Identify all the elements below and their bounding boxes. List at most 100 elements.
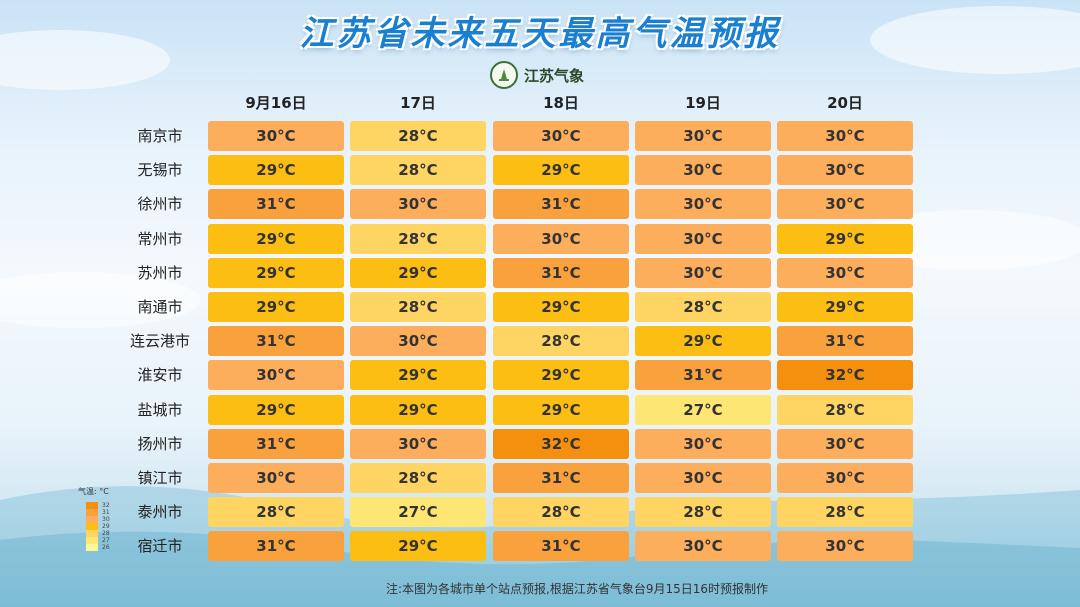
temperature-cell: 29°C <box>493 395 629 425</box>
temperature-cell: 30°C <box>350 189 486 219</box>
temperature-cell: 30°C <box>208 360 344 390</box>
row-header-city: 盐城市 <box>137 401 183 419</box>
legend-label: 27 <box>102 537 110 544</box>
temperature-cell: 29°C <box>493 360 629 390</box>
temperature-cell: 30°C <box>350 326 486 356</box>
row-header-city: 南京市 <box>137 127 183 145</box>
legend-label: 29 <box>102 523 110 530</box>
row-header-city: 苏州市 <box>137 264 183 282</box>
temperature-cell: 30°C <box>635 429 771 459</box>
temperature-cell: 30°C <box>777 121 913 151</box>
logo: 江苏气象 <box>490 60 584 90</box>
page-title: 江苏省未来五天最高气温预报 <box>299 14 781 54</box>
legend-title: 气温: °C <box>78 487 109 496</box>
temperature-cell: 28°C <box>635 497 771 527</box>
temperature-cell: 31°C <box>208 326 344 356</box>
temperature-cell: 27°C <box>350 497 486 527</box>
temperature-cell: 29°C <box>350 531 486 561</box>
temperature-cell: 29°C <box>208 395 344 425</box>
temperature-cell: 29°C <box>635 326 771 356</box>
temperature-cell: 27°C <box>635 395 771 425</box>
row-header-city: 南通市 <box>137 298 183 316</box>
temperature-cell: 29°C <box>777 224 913 254</box>
legend-swatch <box>86 502 98 509</box>
temperature-cell: 30°C <box>635 224 771 254</box>
temperature-cell: 28°C <box>493 497 629 527</box>
row-header-city: 泰州市 <box>137 503 183 521</box>
legend-swatch <box>86 544 98 551</box>
temperature-cell: 28°C <box>777 497 913 527</box>
temperature-cell: 28°C <box>350 155 486 185</box>
temperature-cell: 32°C <box>493 429 629 459</box>
row-header-city: 无锡市 <box>137 161 183 179</box>
temperature-cell: 31°C <box>493 189 629 219</box>
temperature-cell: 30°C <box>635 189 771 219</box>
temperature-cell: 30°C <box>635 531 771 561</box>
temperature-cell: 30°C <box>208 463 344 493</box>
row-header-city: 镇江市 <box>137 469 183 487</box>
temperature-cell: 29°C <box>777 292 913 322</box>
temperature-cell: 29°C <box>208 155 344 185</box>
temperature-cell: 30°C <box>208 121 344 151</box>
temperature-cell: 31°C <box>635 360 771 390</box>
temperature-cell: 31°C <box>777 326 913 356</box>
legend-label: 31 <box>102 509 110 516</box>
temperature-cell: 30°C <box>777 258 913 288</box>
temperature-cell: 30°C <box>777 189 913 219</box>
temperature-cell: 31°C <box>493 463 629 493</box>
column-header: 20日 <box>827 94 863 112</box>
temperature-cell: 31°C <box>208 429 344 459</box>
legend-label: 30 <box>102 516 110 523</box>
temperature-cell: 29°C <box>208 292 344 322</box>
legend-swatch <box>86 509 98 516</box>
temperature-cell: 28°C <box>350 463 486 493</box>
temperature-cell: 28°C <box>350 292 486 322</box>
legend-label: 32 <box>102 502 110 509</box>
temperature-cell: 30°C <box>777 429 913 459</box>
row-header-city: 常州市 <box>137 230 183 248</box>
column-header: 18日 <box>543 94 579 112</box>
temperature-cell: 30°C <box>493 224 629 254</box>
logo-emblem-icon <box>490 61 518 89</box>
temperature-cell: 28°C <box>493 326 629 356</box>
temperature-cell: 28°C <box>350 224 486 254</box>
legend-swatch <box>86 530 98 537</box>
temperature-cell: 28°C <box>635 292 771 322</box>
temperature-cell: 32°C <box>777 360 913 390</box>
temperature-cell: 31°C <box>493 531 629 561</box>
temperature-cell: 30°C <box>635 155 771 185</box>
column-header: 19日 <box>685 94 721 112</box>
temperature-cell: 30°C <box>777 531 913 561</box>
temperature-cell: 30°C <box>350 429 486 459</box>
temperature-cell: 30°C <box>777 463 913 493</box>
column-header: 9月16日 <box>245 94 307 112</box>
footnote: 注:本图为各城市单个站点预报,根据江苏省气象台9月15日16时预报制作 <box>386 582 769 596</box>
temperature-cell: 29°C <box>208 258 344 288</box>
temperature-cell: 29°C <box>493 155 629 185</box>
temperature-cell: 29°C <box>350 395 486 425</box>
row-header-city: 扬州市 <box>137 435 183 453</box>
temperature-cell: 30°C <box>493 121 629 151</box>
legend-swatch <box>86 516 98 523</box>
legend-swatch <box>86 523 98 530</box>
temperature-cell: 28°C <box>777 395 913 425</box>
row-header-city: 连云港市 <box>129 332 190 350</box>
row-header-city: 徐州市 <box>137 195 183 213</box>
row-header-city: 宿迁市 <box>137 537 183 555</box>
temperature-cell: 29°C <box>350 360 486 390</box>
legend-label: 26 <box>102 544 110 551</box>
temperature-cell: 30°C <box>777 155 913 185</box>
logo-text: 江苏气象 <box>524 66 585 85</box>
temperature-cell: 30°C <box>635 463 771 493</box>
legend-label: 28 <box>102 530 110 537</box>
temperature-cell: 31°C <box>208 189 344 219</box>
column-header: 17日 <box>400 94 436 112</box>
temperature-cell: 29°C <box>493 292 629 322</box>
temperature-cell: 31°C <box>493 258 629 288</box>
temperature-cell: 30°C <box>635 258 771 288</box>
temperature-cell: 30°C <box>635 121 771 151</box>
temperature-cell: 28°C <box>208 497 344 527</box>
legend-swatch <box>86 537 98 544</box>
temperature-cell: 28°C <box>350 121 486 151</box>
temperature-cell: 31°C <box>208 531 344 561</box>
